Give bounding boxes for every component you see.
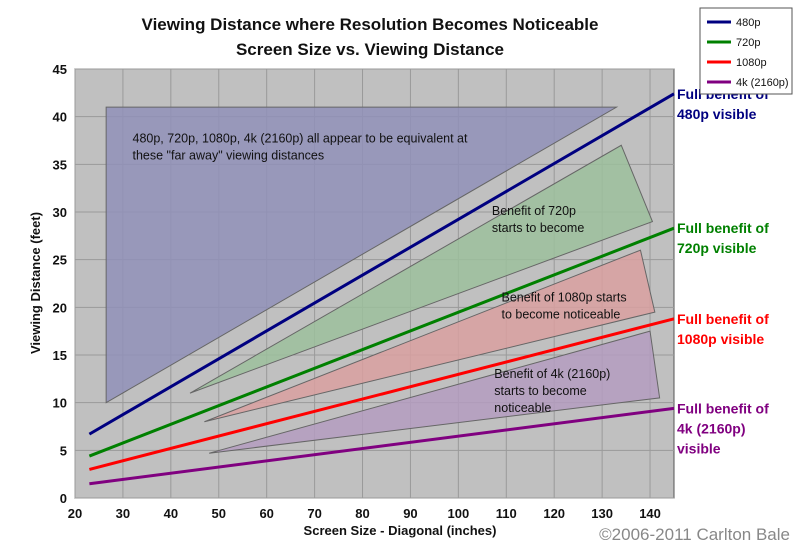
x-tick-label: 140 — [639, 506, 661, 521]
side-label-2: Full benefit of 720p visible — [677, 220, 769, 256]
chart-title: Viewing Distance where Resolution Become… — [142, 15, 599, 34]
annotation-1: 480p, 720p, 1080p, 4k (2160p) all appear… — [133, 131, 469, 162]
y-tick-label: 20 — [53, 300, 67, 315]
annotations: 480p, 720p, 1080p, 4k (2160p) all appear… — [133, 131, 627, 414]
x-tick-label: 130 — [591, 506, 613, 521]
y-tick-label: 10 — [53, 396, 67, 411]
legend-label: 1080p — [736, 57, 767, 69]
y-tick-label: 0 — [60, 491, 67, 506]
y-tick-label: 45 — [53, 62, 67, 77]
shaded-regions — [105, 106, 661, 454]
y-tick-label: 30 — [53, 205, 67, 220]
legend-label: 720p — [736, 37, 760, 49]
x-tick-labels: 20 30 40 50 60 70 80 90 100 110 120 130 140 — [68, 506, 661, 521]
x-tick-label: 30 — [116, 506, 130, 521]
y-tick-label: 5 — [60, 443, 67, 458]
legend-label: 4k (2160p) — [736, 77, 789, 89]
x-tick-label: 100 — [448, 506, 470, 521]
shaded-region-4 — [209, 330, 661, 454]
series-lines — [88, 92, 675, 486]
series-line-4k-2160p- — [89, 406, 675, 486]
y-tick-labels: 0 5 10 15 20 25 30 35 40 45 — [53, 62, 67, 506]
annotation-4: Benefit of 4k (2160p) starts to become not… — [494, 367, 610, 415]
series-line-480p — [88, 92, 675, 436]
series-line-1080p — [89, 317, 675, 471]
x-tick-label: 80 — [355, 506, 369, 521]
x-tick-label: 20 — [68, 506, 82, 521]
copyright-text: ©2006-2011 Carlton Bale — [599, 525, 790, 544]
y-axis-label: Viewing Distance (feet) — [28, 212, 43, 354]
y-tick-label: 25 — [53, 253, 67, 268]
x-axis-label: Screen Size - Diagonal (inches) — [304, 523, 497, 538]
legend: 480p 720p 1080p 4k (2160p) — [699, 7, 793, 95]
side-label-4: Full benefit of 4k (2160p) visible — [677, 400, 769, 456]
annotation-3: Benefit of 1080p starts to become noticea… — [501, 291, 626, 322]
x-tick-label: 50 — [212, 506, 226, 521]
x-tick-label: 90 — [403, 506, 417, 521]
side-label-3: Full benefit of 1080p visible — [677, 311, 769, 347]
shaded-region-2 — [189, 144, 654, 394]
x-tick-label: 40 — [164, 506, 178, 521]
x-tick-label: 60 — [259, 506, 273, 521]
chart-subtitle: Screen Size vs. Viewing Distance — [236, 40, 504, 59]
x-tick-label: 70 — [307, 506, 321, 521]
x-tick-label: 120 — [543, 506, 565, 521]
y-tick-label: 15 — [53, 348, 67, 363]
y-tick-label: 35 — [53, 157, 67, 172]
shaded-region-1 — [105, 106, 619, 404]
series-line-720p — [88, 226, 675, 458]
legend-label: 480p — [736, 17, 760, 29]
x-tick-label: 110 — [496, 506, 517, 521]
shaded-region-3 — [204, 249, 656, 423]
annotation-2: Benefit of 720p starts to become — [492, 204, 584, 235]
y-tick-label: 40 — [53, 110, 67, 125]
